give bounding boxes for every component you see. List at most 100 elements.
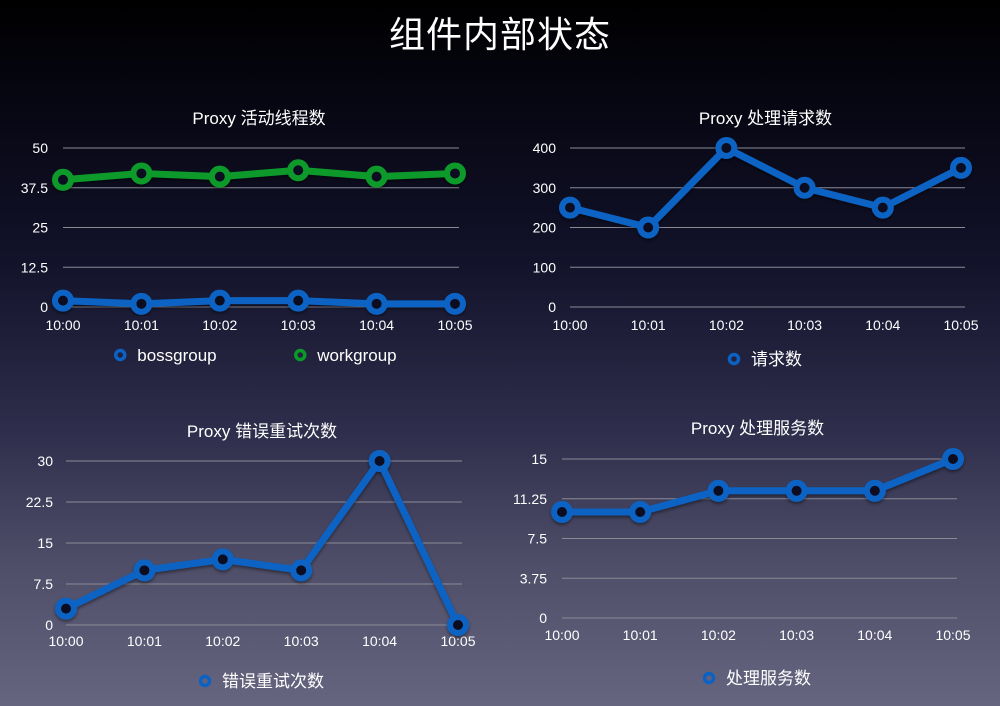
x-tick-label: 10:00 [45,317,80,333]
x-tick-label: 10:02 [709,317,744,333]
y-tick-label: 22.5 [26,494,53,510]
chart-error-retries: Proxy 错误重试次数 0 7.5 15 22.5 30 10:00 10:01 10:02 1… [0,410,500,706]
series-bossgroup [52,289,466,315]
data-point[interactable] [707,479,730,502]
legend-item-bossgroup[interactable]: bossgroup [114,346,217,365]
data-point[interactable] [559,196,581,219]
series-请求数 [559,137,972,239]
data-point[interactable] [785,479,808,502]
y-tick-label: 15 [37,535,53,551]
y-tick-label: 3.75 [520,570,547,586]
data-point[interactable] [950,156,972,179]
y-tick-label: 12.5 [21,259,48,275]
x-tick-label: 10:02 [202,317,237,333]
x-tick-label: 10:01 [631,317,666,333]
legend-label: bossgroup [137,346,216,365]
data-point[interactable] [444,292,466,315]
series-处理服务数 [551,448,964,523]
data-point[interactable] [211,548,234,571]
data-point[interactable] [133,559,156,582]
data-point[interactable] [447,614,469,636]
legend-marker-icon [294,348,307,362]
legend-item-请求数[interactable]: 请求数 [727,350,803,369]
data-point[interactable] [55,597,77,620]
y-tick-label: 37.5 [21,180,48,196]
x-tick-label: 10:00 [552,317,587,333]
x-tick-label: 10:00 [544,627,579,643]
data-point[interactable] [130,292,153,315]
y-tick-label: 30 [37,453,53,469]
y-tick-label: 0 [45,617,53,633]
y-tick-label: 7.5 [34,576,54,592]
chart-services: Proxy 处理服务数 0 3.75 7.5 11.25 15 10:00 10:01 10:0… [500,410,1000,706]
y-tick-label: 0 [539,610,547,626]
x-tick-label: 10:05 [437,317,472,333]
data-point[interactable] [52,168,74,191]
x-tick-label: 10:03 [281,317,316,333]
y-tick-label: 50 [32,140,48,156]
legend-item-处理服务数[interactable]: 处理服务数 [702,669,812,688]
x-tick-label: 10:05 [943,317,978,333]
chart-svg: Proxy 处理服务数 0 3.75 7.5 11.25 15 10:00 10:01 10:0… [513,419,971,688]
y-tick-label: 400 [533,140,557,156]
legend-item-workgroup[interactable]: workgroup [294,346,397,365]
x-tick-label: 10:04 [857,627,892,643]
y-tick-label: 11.25 [513,491,547,507]
data-point[interactable] [715,137,738,159]
legend-marker-icon [727,352,741,366]
x-tick-label: 10:03 [284,633,319,649]
data-point[interactable] [368,450,391,472]
data-point[interactable] [287,289,310,312]
data-point[interactable] [52,289,74,312]
data-point[interactable] [863,479,886,502]
legend-marker-icon [114,348,127,362]
data-point[interactable] [287,159,310,182]
chart-svg: Proxy 活动线程数 0 12.5 25 37.5 50 10:00 10:01 10:02 1… [21,109,473,365]
legend-label: 错误重试次数 [222,672,324,691]
x-tick-label: 10:00 [48,633,83,649]
x-tick-label: 10:02 [701,627,736,643]
data-point[interactable] [793,176,816,199]
series-错误重试次数 [55,450,469,636]
y-tick-label: 300 [533,180,557,196]
x-tick-label: 10:03 [779,627,814,643]
y-tick-label: 25 [32,220,48,236]
chart-title: Proxy 错误重试次数 [187,422,337,441]
x-tick-label: 10:04 [865,317,900,333]
legend-label: 请求数 [751,350,802,369]
chart-title: Proxy 处理请求数 [699,109,832,128]
data-point[interactable] [629,501,652,523]
y-tick-label: 200 [533,220,557,236]
y-tick-label: 0 [40,299,48,315]
x-tick-label: 10:01 [623,627,658,643]
x-tick-label: 10:01 [124,317,159,333]
data-point[interactable] [871,196,894,219]
data-point[interactable] [365,165,388,188]
data-point[interactable] [208,165,231,188]
data-point[interactable] [942,448,964,470]
y-tick-label: 7.5 [528,531,548,547]
legend-marker-icon [702,671,716,685]
data-point[interactable] [208,289,231,312]
y-tick-label: 0 [548,299,556,315]
x-tick-label: 10:03 [787,317,822,333]
data-point[interactable] [365,292,388,315]
chart-svg: Proxy 错误重试次数 0 7.5 15 22.5 30 10:00 10:01 10:02 1… [26,422,476,691]
legend-label: workgroup [316,346,396,365]
chart-requests: Proxy 处理请求数 0 100 200 300 400 10:00 10:01 10:02 1… [500,100,1000,390]
data-point[interactable] [551,501,573,523]
chart-title: Proxy 活动线程数 [192,109,325,128]
x-tick-label: 10:05 [440,633,475,649]
x-tick-label: 10:02 [205,633,240,649]
data-point[interactable] [637,216,660,239]
page-title: 组件内部状态 [388,15,611,56]
x-tick-label: 10:01 [127,633,162,649]
data-point[interactable] [130,162,153,185]
data-point[interactable] [290,559,313,582]
x-tick-label: 10:04 [359,317,394,333]
data-point[interactable] [444,162,466,185]
x-tick-label: 10:05 [935,627,970,643]
legend-item-错误重试次数[interactable]: 错误重试次数 [198,672,325,691]
y-tick-label: 100 [533,259,557,275]
legend-label: 处理服务数 [726,669,811,688]
